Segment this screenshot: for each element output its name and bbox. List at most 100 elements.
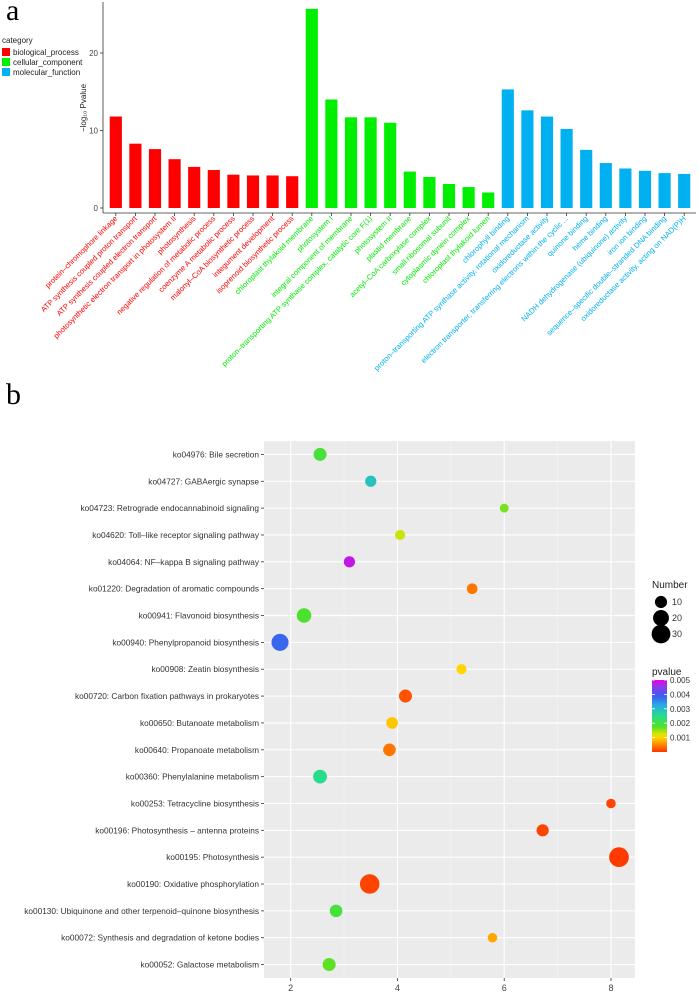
bar [403,171,416,208]
legend-item-molecular-function: molecular_function [2,67,82,77]
legend-label: molecular_function [13,67,81,77]
pathway-point [536,824,549,837]
bar [599,163,612,208]
pathway-point [499,503,509,513]
pathway-label: ko04727: GABAergic synapse [148,476,259,486]
number-legend-title: Number [652,580,688,591]
bar [246,175,260,208]
bar [423,177,436,208]
pathway-point [395,529,406,541]
number-legend-label: 20 [672,613,682,623]
pathway-point [383,743,396,757]
bar [305,8,318,209]
bar [364,117,377,208]
plot-background [264,441,635,978]
bar [658,173,671,208]
pathway-point [296,608,312,623]
pathway-label: ko00195: Photosynthesis [166,852,259,862]
pathway-label: ko00650: Butanoate metabolism [140,718,259,728]
x-tick-label: 2 [288,983,293,992]
pathway-point [271,633,289,651]
y-tick-label: 20 [89,49,98,58]
pathway-point [365,475,377,487]
bar [462,187,475,208]
bar [521,110,534,208]
bar [482,192,495,208]
pathway-point [313,769,327,784]
pathway-point [609,847,629,868]
category-legend: category biological_process cellular_com… [2,36,82,77]
category-legend-title: category [2,36,33,45]
pathway-label: ko00908: Zeatin biosynthesis [152,664,259,674]
y-tick-label: 10 [89,127,98,136]
bar [501,89,514,208]
y-tick-label: 0 [94,204,99,213]
pathway-label: ko00640: Propanoate metabolism [135,745,259,755]
pathway-point [343,556,356,568]
legend-label: biological_process [13,47,79,57]
colorbar-label: 0.003 [670,705,691,714]
pathway-label: ko01220: Degradation of aromatic compoun… [89,584,259,594]
bar [227,174,240,208]
legend-item-biological-process: biological_process [2,47,82,57]
pathway-point [329,904,343,918]
number-legend-dot [654,595,668,609]
y-axis-title: −log₁₀ Pvalue [79,83,88,132]
plot-background [103,2,696,213]
x-tick-label: 8 [608,983,613,992]
panel-label-a: a [6,0,20,27]
pathway-label: ko00072: Synthesis and degradation of ke… [61,933,259,943]
number-legend-dot [651,624,671,644]
bar [580,149,593,208]
pathway-label: ko00720: Carbon fixation pathways in pro… [75,691,259,701]
bar [325,99,338,208]
panel-label-b: b [6,378,21,411]
bar [129,143,142,208]
pathway-label: ko04620: Toll–like receptor signaling pa… [92,530,260,540]
colorbar-label: 0.001 [670,734,691,743]
pvalue-legend-title: pvalue [652,667,682,678]
legend-swatch [2,58,10,66]
bar [168,159,181,208]
bar [560,128,573,208]
bar [286,176,299,208]
pathway-point [466,583,478,595]
bar [344,117,358,208]
x-tick-label: 4 [395,983,400,992]
bar [207,170,220,208]
bar [619,168,632,208]
pathway-point [606,798,616,809]
legend-swatch [2,68,10,76]
bar [678,173,691,208]
bar [266,175,279,208]
pathway-label: ko00196: Photosynthesis – antenna protei… [95,825,259,835]
pathway-point [322,958,336,972]
pathway-label: ko00052: Galactose metabolism [140,960,259,970]
bar [109,116,122,208]
bar [384,122,397,208]
legend-label: cellular_component [13,57,83,67]
pathway-point [487,932,498,943]
legend-item-cellular-component: cellular_component [2,57,82,67]
kegg-enrichment-scatter-chart: 2468Enrichment Scoreko04976: Bile secret… [24,441,691,992]
bar [442,183,456,208]
pathway-label: ko00130: Ubiquinone and other terpenoid–… [24,906,259,916]
colorbar-label: 0.002 [670,719,691,728]
colorbar-label: 0.005 [670,676,691,685]
pathway-label: ko04064: NF–kappa B signaling pathway [108,557,260,567]
number-legend-label: 10 [672,597,682,607]
bar [148,149,162,208]
legend-swatch [2,48,10,56]
number-legend-label: 30 [672,629,682,639]
number-legend-dot [653,610,669,626]
pathway-point [456,664,467,675]
bar [638,170,652,208]
pathway-point [359,874,380,894]
colorbar-label: 0.004 [670,690,691,699]
pathway-label: ko04723: Retrograde endocannabinoid sign… [80,503,259,513]
bar [188,166,201,208]
x-tick-label: 6 [502,983,507,992]
pathway-label: ko00190: Oxidative phosphorylation [127,879,259,889]
pathway-point [386,717,398,729]
